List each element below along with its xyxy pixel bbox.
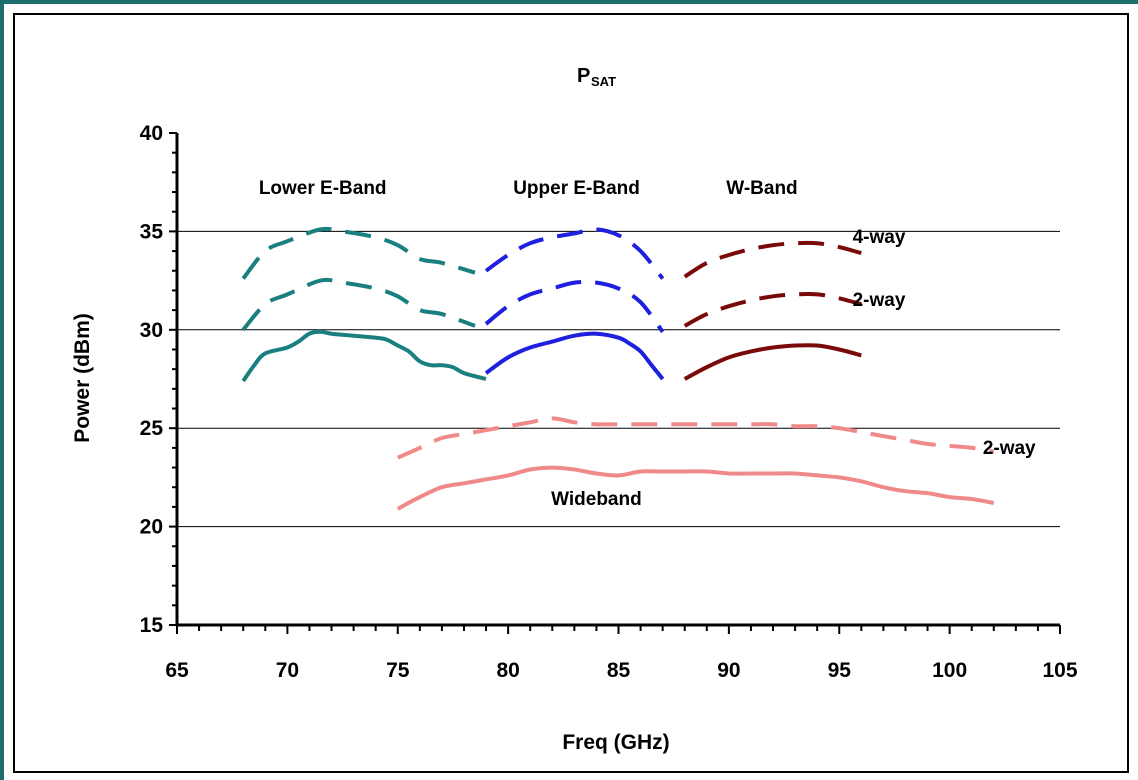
series-line-2 xyxy=(243,280,475,330)
annotation-label: Wideband xyxy=(551,489,642,510)
x-tick-label: 80 xyxy=(496,659,519,682)
series-line-8 xyxy=(685,294,862,326)
x-tick-label: 85 xyxy=(607,659,631,682)
annotation-label: W-Band xyxy=(726,178,797,199)
annotation-label: 2-way xyxy=(853,290,906,311)
x-tick-label: 70 xyxy=(276,659,299,682)
y-tick-label: 20 xyxy=(140,516,163,539)
y-tick-label: 25 xyxy=(140,417,164,440)
chart-title: P SAT xyxy=(577,65,616,89)
annotation-label: 2-way xyxy=(983,438,1036,459)
series-line-5 xyxy=(486,282,663,332)
series-line-3 xyxy=(243,332,486,381)
series-line-1 xyxy=(243,229,475,279)
x-tick-label: 75 xyxy=(386,659,410,682)
x-tick-label: 65 xyxy=(165,659,189,682)
series-line-4 xyxy=(486,229,663,278)
y-tick-label: 30 xyxy=(140,319,163,342)
series-line-7 xyxy=(685,243,862,277)
series-line-11 xyxy=(398,468,994,509)
x-tick-label: 100 xyxy=(932,659,967,682)
x-tick-label: 105 xyxy=(1042,659,1077,682)
y-tick-label: 35 xyxy=(140,220,164,243)
annotation-label: Upper E-Band xyxy=(513,178,640,199)
gridlines xyxy=(177,231,1060,526)
x-tick-label: 95 xyxy=(828,659,852,682)
annotation-label: 4-way xyxy=(853,227,906,248)
chart-title-subscript: SAT xyxy=(591,74,616,89)
x-tick-label: 90 xyxy=(717,659,740,682)
annotations: Lower E-Band Upper E-Band W-Band 4-way 2-way… xyxy=(259,178,1036,510)
series-line-9 xyxy=(685,345,862,379)
series-lines xyxy=(243,229,994,509)
y-tick-label: 40 xyxy=(140,122,163,145)
annotation-label: Lower E-Band xyxy=(259,178,387,199)
x-axis-title: Freq (GHz) xyxy=(562,731,669,754)
y-axis-title: Power (dBm) xyxy=(71,313,94,443)
chart-title-main: P xyxy=(577,65,590,87)
axes: 15 20 25 30 35 40 65 70 75 80 85 90 95 100 105 xyxy=(140,122,1078,682)
series-line-10 xyxy=(398,418,994,457)
y-tick-label: 15 xyxy=(140,614,164,637)
series-line-6 xyxy=(486,334,663,379)
